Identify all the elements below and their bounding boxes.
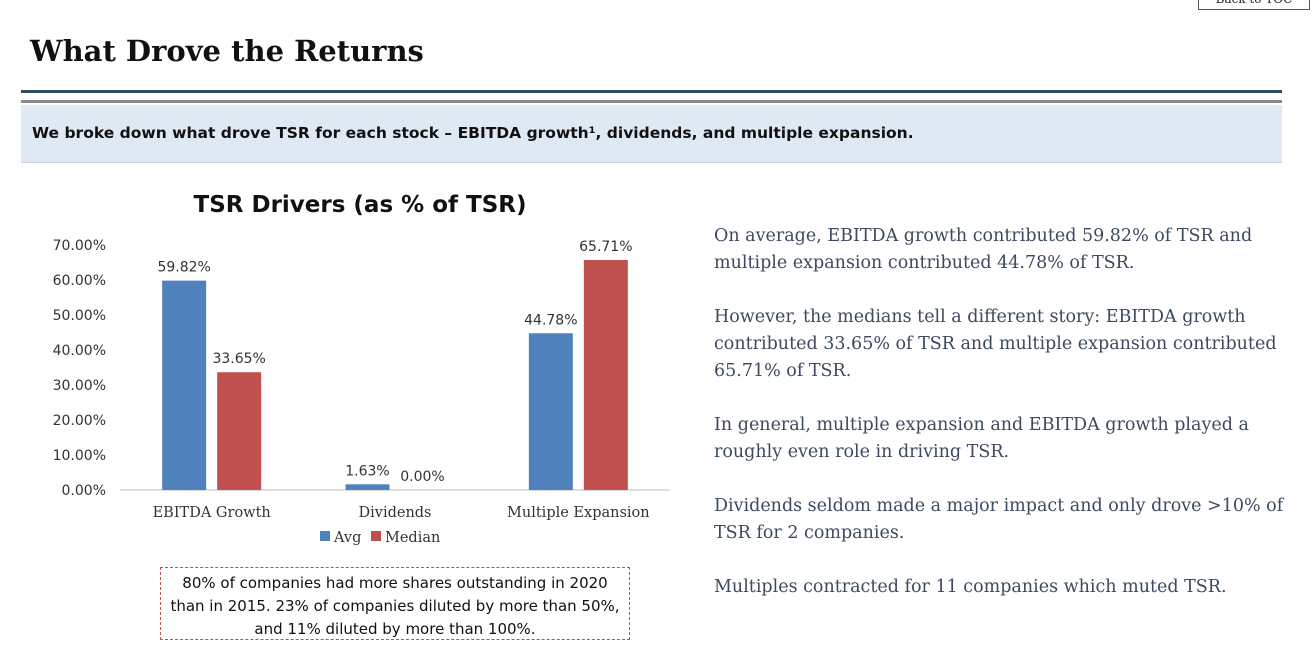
legend-label-median: Median bbox=[385, 530, 440, 546]
tsr-drivers-chart: 0.00% 10.00% 20.00% 30.00% 40.00% 50.00% 60.00… bbox=[53, 238, 670, 546]
commentary-paragraph-2: However, the medians tell a different st… bbox=[714, 307, 1277, 381]
bar-value-label: 44.78% bbox=[524, 312, 577, 328]
legend-swatch-avg bbox=[320, 531, 330, 541]
bar-value-label: 65.71% bbox=[579, 239, 632, 255]
y-tick-label: 10.00% bbox=[53, 448, 106, 464]
bar-value-label: 33.65% bbox=[212, 351, 265, 367]
x-category-label: Multiple Expansion bbox=[507, 505, 650, 521]
y-tick-label: 30.00% bbox=[53, 378, 106, 394]
y-tick-label: 40.00% bbox=[53, 343, 106, 359]
bar-avg bbox=[345, 484, 390, 490]
bar-value-label: 0.00% bbox=[400, 469, 444, 485]
commentary-paragraph-3: In general, multiple expansion and EBITD… bbox=[714, 415, 1249, 462]
legend-swatch-median bbox=[371, 531, 381, 541]
y-tick-label: 60.00% bbox=[53, 273, 106, 289]
banner-text: We broke down what drove TSR for each st… bbox=[32, 124, 914, 142]
dilution-note: 80% of companies had more shares outstan… bbox=[160, 567, 630, 640]
y-tick-label: 50.00% bbox=[53, 308, 106, 324]
x-category-label: EBITDA Growth bbox=[153, 505, 271, 521]
summary-banner: We broke down what drove TSR for each st… bbox=[21, 105, 1282, 163]
legend-label-avg: Avg bbox=[333, 530, 361, 546]
commentary-paragraph-4: Dividends seldom made a major impact and… bbox=[714, 496, 1284, 543]
page-title: What Drove the Returns bbox=[30, 34, 424, 68]
title-rule-dark bbox=[21, 90, 1282, 93]
bar-avg bbox=[162, 280, 207, 490]
commentary-panel: On average, EBITDA growth contributed 59… bbox=[714, 223, 1294, 628]
commentary-paragraph-1: On average, EBITDA growth contributed 59… bbox=[714, 226, 1253, 273]
bar-avg bbox=[528, 333, 573, 490]
bar-median bbox=[583, 260, 628, 490]
y-tick-label: 0.00% bbox=[62, 483, 106, 499]
title-rule-gray bbox=[21, 100, 1282, 103]
bar-value-label: 59.82% bbox=[157, 260, 210, 276]
y-tick-label: 70.00% bbox=[53, 238, 106, 254]
x-category-label: Dividends bbox=[358, 505, 431, 521]
chart-title: TSR Drivers (as % of TSR) bbox=[193, 192, 527, 218]
bar-median bbox=[217, 372, 262, 490]
commentary-paragraph-5: Multiples contracted for 11 companies wh… bbox=[714, 577, 1227, 597]
bar-value-label: 1.63% bbox=[345, 463, 389, 479]
back-to-toc-link[interactable]: Back to TOC bbox=[1198, 0, 1310, 10]
y-tick-label: 20.00% bbox=[53, 413, 106, 429]
